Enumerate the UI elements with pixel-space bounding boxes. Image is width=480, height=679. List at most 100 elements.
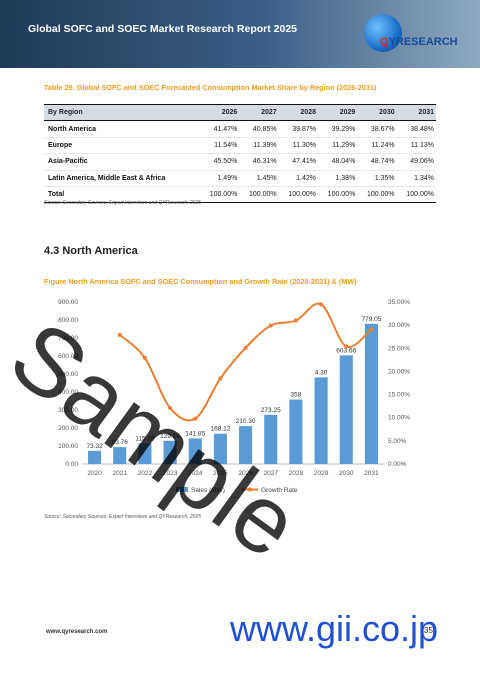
legend-growth-marker [248, 487, 252, 492]
y-left-tick-label: 900.00 [58, 299, 78, 306]
x-tick-label: 2029 [314, 470, 329, 477]
x-tick-label: 2025 [213, 470, 228, 477]
column-header-year: 2027 [239, 103, 279, 122]
table-row: Europe 11.54% 11.39% 11.30% 11.29% 11.24% 11.1… [44, 137, 436, 155]
share-cell: 100.00% [200, 185, 240, 204]
y-right-tick-label: 25.00% [388, 345, 410, 352]
table-row: Total 100.00% 100.00% 100.00% 100.00% 100.00%… [44, 185, 436, 204]
share-cell: 49.06% [396, 153, 436, 171]
footer-url[interactable]: www.qyresearch.com [46, 629, 108, 635]
y-right-tick-label: 35.00% [388, 299, 410, 306]
share-cell: 1.34% [396, 170, 436, 187]
share-cell: 38.48% [396, 120, 436, 138]
share-cell: 100.00% [239, 185, 279, 204]
y-right-tick-label: 15.00% [388, 392, 410, 399]
row-region-cell: Total [44, 185, 200, 204]
bar-data-label: 168.12 [210, 426, 230, 433]
y-right-tick-label: 30.00% [388, 322, 410, 329]
market-share-table: By Region 2026 2027 2028 2029 2030 2031 North … [44, 103, 436, 204]
y-left-tick-label: 500.00 [58, 371, 78, 378]
share-cell: 48.74% [357, 153, 397, 171]
growth-rate-point [268, 323, 273, 328]
y-left-tick-label: 800.00 [58, 317, 78, 324]
x-tick-label: 2024 [188, 470, 203, 477]
share-cell: 1.35% [357, 170, 397, 187]
y-left-tick-label: 0.00 [65, 461, 78, 468]
legend-growth-label: Growth Rate [261, 487, 298, 494]
share-cell: 40.85% [239, 120, 279, 138]
x-tick-label: 2030 [339, 470, 354, 477]
x-tick-label: 2022 [138, 470, 153, 477]
row-region-cell: North America [44, 120, 200, 138]
table-caption: Table 29. Global SOFC and SOEC Forecaste… [44, 83, 377, 92]
share-cell: 11.29% [317, 137, 358, 155]
report-title: Global SOFC and SOEC Market Research Rep… [28, 23, 298, 35]
column-header-year: 2026 [200, 103, 240, 122]
y-left-tick-label: 400.00 [58, 389, 78, 396]
consumption-growth-chart: 0.00 100.00 200.00 300.00 400.00 500.00 600.00… [58, 299, 410, 494]
x-tick-label: 2027 [264, 470, 279, 477]
y-right-tick-label: 20.00% [388, 368, 410, 375]
growth-rate-point [369, 327, 374, 332]
bar-data-label: 141.85 [185, 430, 205, 437]
sales-bar [163, 440, 177, 464]
sales-bar [239, 426, 253, 464]
logo-text: QYRESEARCH [380, 36, 458, 48]
sales-bar [364, 323, 378, 464]
bar-data-label: 273.25 [261, 407, 281, 414]
bar-data-label: 115.19 [135, 435, 155, 442]
growth-rate-point [193, 416, 198, 421]
x-tick-label: 2021 [113, 470, 128, 477]
sales-bar [138, 443, 152, 464]
growth-rate-point [243, 345, 248, 350]
table-source: Source: Secondary Sources, Expert Interv… [44, 200, 202, 206]
sales-bar [264, 414, 278, 464]
growth-rate-point [142, 356, 147, 361]
share-cell: 39.29% [317, 120, 358, 138]
bar-data-label: 73.32 [86, 443, 103, 450]
chart-source: Source: Secondary Sources, Expert Interv… [44, 514, 202, 520]
share-cell: 45.50% [200, 153, 240, 171]
share-cell: 38.67% [357, 120, 397, 138]
share-cell: 39.87% [278, 120, 318, 138]
sales-bar [88, 450, 102, 464]
bar-data-label: 603.66 [336, 347, 356, 354]
logo-globe-icon [364, 14, 402, 52]
sales-bar [339, 355, 353, 464]
x-tick-label: 2031 [364, 470, 379, 477]
x-tick-label: 2028 [289, 470, 304, 477]
y-right-tick-label: 0.00% [388, 461, 407, 468]
column-header-year: 2028 [278, 103, 318, 122]
growth-rate-point [117, 332, 122, 337]
growth-rate-point [218, 376, 223, 381]
row-region-cell: Asia-Pacific [44, 153, 200, 171]
row-region-cell: Latin America, Middle East & Africa [44, 170, 200, 187]
sales-bar [188, 438, 202, 464]
growth-rate-point [319, 302, 324, 307]
y-right-tick-label: 10.00% [388, 415, 410, 422]
row-region-cell: Europe [44, 137, 200, 155]
growth-rate-point [293, 318, 298, 323]
legend-sales-swatch [176, 487, 188, 492]
bar-data-label: 93.76 [112, 439, 129, 446]
sales-bar [314, 377, 328, 464]
share-cell: 48.04% [317, 153, 358, 171]
bar-data-label: 210.30 [236, 418, 256, 425]
bar-data-label: 358 [290, 392, 301, 399]
column-header-year: 2030 [357, 103, 397, 122]
growth-rate-line [119, 302, 373, 422]
section-title: 4.3 North America [44, 245, 138, 257]
share-cell: 41.47% [200, 120, 240, 138]
x-tick-label: 2026 [238, 470, 253, 477]
x-tick-label: 2023 [163, 470, 178, 477]
qyresearch-logo: QYRESEARCH [360, 12, 460, 58]
sales-bar [113, 447, 127, 464]
table-row: Latin America, Middle East & Africa 1.49%… [44, 170, 436, 187]
sales-bar [213, 433, 227, 464]
share-cell: 11.30% [278, 137, 318, 155]
share-cell: 100.00% [317, 185, 358, 204]
column-header-year: 2031 [396, 103, 436, 122]
share-cell: 100.00% [357, 185, 397, 204]
share-cell: 100.00% [396, 185, 436, 204]
share-cell: 1.38% [317, 170, 358, 187]
